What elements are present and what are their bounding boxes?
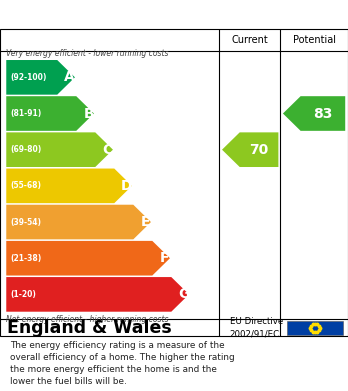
- Text: Very energy efficient - lower running costs: Very energy efficient - lower running co…: [6, 48, 169, 57]
- Text: Energy Efficiency Rating: Energy Efficiency Rating: [10, 7, 232, 22]
- Text: (55-68): (55-68): [10, 181, 41, 190]
- Polygon shape: [6, 277, 189, 312]
- Polygon shape: [6, 60, 75, 95]
- Polygon shape: [6, 133, 113, 167]
- Text: B: B: [83, 106, 94, 120]
- Text: A: A: [64, 70, 75, 84]
- Polygon shape: [6, 205, 151, 239]
- Text: The energy efficiency rating is a measure of the
overall efficiency of a home. T: The energy efficiency rating is a measur…: [10, 341, 235, 386]
- Polygon shape: [6, 241, 170, 276]
- Text: F: F: [160, 251, 169, 265]
- Text: 70: 70: [250, 143, 269, 157]
- Text: (1-20): (1-20): [10, 290, 36, 299]
- Polygon shape: [6, 96, 94, 131]
- Text: Potential: Potential: [293, 35, 335, 45]
- Polygon shape: [283, 96, 345, 131]
- Text: (92-100): (92-100): [10, 73, 47, 82]
- Polygon shape: [6, 169, 132, 203]
- Text: England & Wales: England & Wales: [7, 319, 172, 337]
- Text: (81-91): (81-91): [10, 109, 42, 118]
- Polygon shape: [222, 133, 278, 167]
- Text: C: C: [103, 143, 113, 157]
- Text: 83: 83: [313, 106, 333, 120]
- Text: E: E: [141, 215, 150, 229]
- Text: G: G: [178, 287, 189, 301]
- Text: (69-80): (69-80): [10, 145, 42, 154]
- Text: EU Directive
2002/91/EC: EU Directive 2002/91/EC: [230, 317, 283, 338]
- Text: (21-38): (21-38): [10, 254, 42, 263]
- Text: Current: Current: [231, 35, 268, 45]
- Text: Not energy efficient - higher running costs: Not energy efficient - higher running co…: [6, 315, 169, 324]
- Text: D: D: [121, 179, 132, 193]
- Text: (39-54): (39-54): [10, 217, 41, 226]
- Bar: [287, 321, 343, 335]
